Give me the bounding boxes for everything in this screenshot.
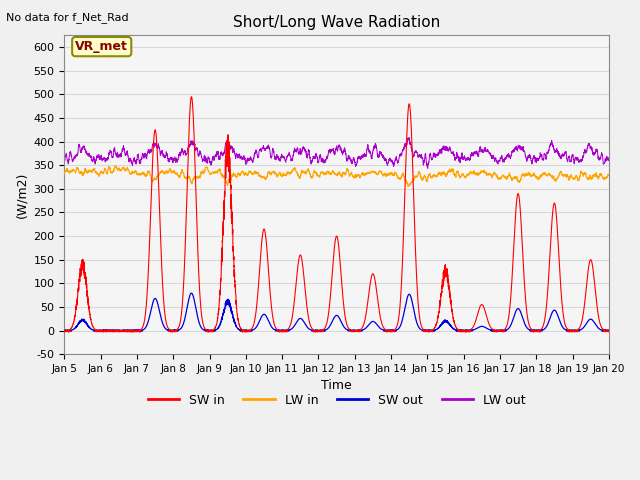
Text: VR_met: VR_met (76, 40, 128, 53)
Text: No data for f_Net_Rad: No data for f_Net_Rad (6, 12, 129, 23)
Title: Short/Long Wave Radiation: Short/Long Wave Radiation (233, 15, 440, 30)
X-axis label: Time: Time (321, 379, 352, 393)
Y-axis label: (W/m2): (W/m2) (15, 171, 28, 218)
Legend: SW in, LW in, SW out, LW out: SW in, LW in, SW out, LW out (143, 389, 531, 412)
